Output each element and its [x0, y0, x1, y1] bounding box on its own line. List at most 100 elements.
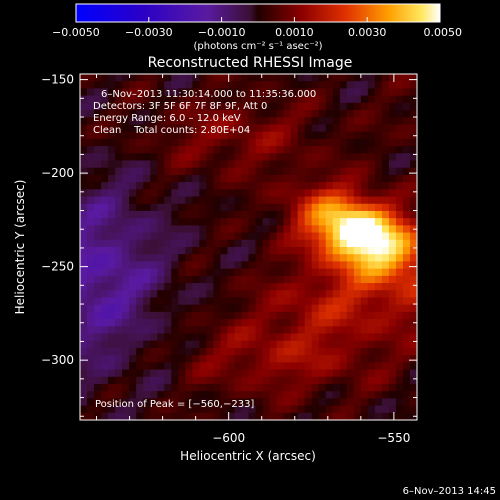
- heatmap-cell: [325, 283, 334, 291]
- heatmap-cell: [402, 203, 411, 212]
- heatmap-cell: [388, 412, 397, 420]
- heatmap-cell: [311, 232, 320, 241]
- heatmap-cell: [241, 232, 250, 241]
- heatmap-cell: [332, 283, 341, 291]
- heatmap-cell: [367, 290, 376, 299]
- heatmap-cell: [374, 383, 383, 392]
- heatmap-cell: [248, 225, 257, 234]
- heatmap-cell: [192, 304, 200, 313]
- heatmap-cell: [248, 102, 257, 111]
- heatmap-cell: [143, 225, 151, 234]
- heatmap-cell: [360, 326, 369, 335]
- heatmap-cell: [122, 138, 130, 147]
- heatmap-cell: [171, 182, 179, 190]
- heatmap-cell: [80, 160, 88, 169]
- heatmap-cell: [136, 398, 144, 407]
- colorbar: [75, 3, 441, 23]
- heatmap-cell: [283, 218, 292, 226]
- heatmap-cell: [346, 189, 355, 198]
- heatmap-cell: [171, 326, 179, 335]
- heatmap-cell: [213, 304, 222, 313]
- heatmap-cell: [157, 131, 165, 140]
- heatmap-cell: [367, 254, 376, 263]
- heatmap-cell: [283, 268, 292, 277]
- heatmap-cell: [325, 391, 334, 399]
- heatmap-cell: [304, 398, 313, 407]
- heatmap-cell: [269, 239, 278, 248]
- heatmap-cell: [101, 124, 109, 133]
- heatmap-cell: [269, 117, 278, 126]
- heatmap-cell: [346, 174, 355, 183]
- heatmap-cell: [297, 218, 306, 226]
- heatmap-cell: [192, 153, 200, 162]
- heatmap-cell: [241, 297, 250, 306]
- heatmap-cell: [206, 340, 214, 349]
- heatmap-cell: [311, 319, 320, 327]
- heatmap-cell: [276, 297, 285, 306]
- heatmap-cell: [185, 283, 193, 291]
- heatmap-cell: [122, 88, 130, 97]
- heatmap-cell: [241, 138, 250, 147]
- heatmap-cell: [157, 160, 165, 169]
- heatmap-cell: [122, 326, 130, 335]
- heatmap-cell: [136, 340, 144, 349]
- heatmap-cell: [304, 319, 313, 327]
- heatmap-cell: [108, 319, 116, 327]
- heatmap-cell: [276, 268, 285, 277]
- heatmap-cell: [290, 319, 299, 327]
- heatmap-cell: [171, 290, 179, 299]
- heatmap-cell: [262, 239, 271, 248]
- heatmap-cell: [164, 239, 172, 248]
- heatmap-cell: [101, 138, 109, 147]
- heatmap-cell: [206, 138, 214, 147]
- heatmap-cell: [80, 405, 88, 414]
- heatmap-cell: [409, 405, 417, 414]
- heatmap-cell: [290, 131, 299, 140]
- heatmap-cell: [199, 225, 207, 234]
- heatmap-cell: [185, 124, 193, 133]
- heatmap-cell: [346, 369, 355, 378]
- heatmap-cell: [332, 239, 341, 248]
- heatmap-cell: [353, 412, 362, 420]
- heatmap-cell: [304, 102, 313, 111]
- heatmap-cell: [143, 124, 151, 133]
- heatmap-cell: [108, 225, 116, 234]
- heatmap-cell: [353, 376, 362, 385]
- heatmap-cell: [290, 124, 299, 133]
- heatmap-cell: [402, 146, 411, 154]
- heatmap-cell: [395, 340, 404, 349]
- heatmap-cell: [178, 383, 186, 392]
- heatmap-cell: [192, 189, 200, 198]
- heatmap-cell: [157, 311, 165, 320]
- heatmap-cell: [80, 290, 88, 299]
- heatmap-cell: [164, 153, 172, 162]
- heatmap-cell: [290, 160, 299, 169]
- heatmap-cell: [255, 247, 264, 255]
- heatmap-cell: [276, 340, 285, 349]
- heatmap-cell: [227, 239, 236, 248]
- heatmap-cell: [262, 138, 271, 147]
- heatmap-cell: [192, 405, 200, 414]
- heatmap-cell: [241, 311, 250, 320]
- heatmap-cell: [409, 210, 417, 219]
- heatmap-cell: [360, 196, 369, 205]
- heatmap-cell: [185, 369, 193, 378]
- heatmap-cell: [374, 196, 383, 205]
- heatmap-cell: [206, 369, 214, 378]
- heatmap-cell: [136, 81, 144, 90]
- heatmap-cell: [311, 174, 320, 183]
- heatmap-cell: [136, 232, 144, 241]
- heatmap-cell: [409, 182, 417, 190]
- heatmap-cell: [80, 261, 88, 270]
- heatmap-cell: [234, 153, 243, 162]
- heatmap-cell: [227, 362, 236, 371]
- heatmap-cell: [171, 405, 179, 414]
- heatmap-cell: [192, 232, 200, 241]
- heatmap-cell: [129, 218, 137, 226]
- heatmap-cell: [199, 102, 207, 111]
- heatmap-cell: [87, 405, 95, 414]
- heatmap-cell: [227, 95, 236, 104]
- heatmap-cell: [353, 268, 362, 277]
- heatmap-cell: [87, 347, 95, 356]
- heatmap-cell: [178, 290, 186, 299]
